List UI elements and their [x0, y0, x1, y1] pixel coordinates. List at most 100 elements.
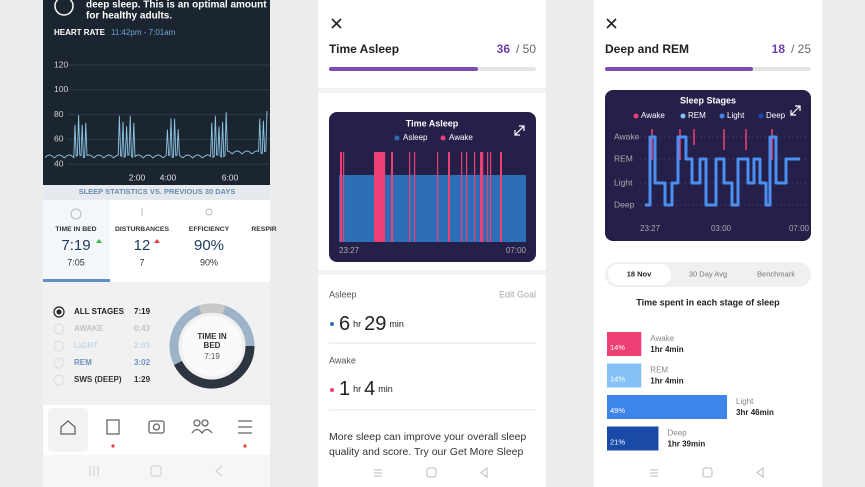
tab-selected[interactable] [608, 264, 671, 285]
stage-name: Deep [667, 429, 687, 438]
awake-stripe [474, 152, 476, 242]
stat-value: 90% [194, 237, 224, 254]
awake-stripe [487, 152, 489, 242]
stat-underline [43, 279, 110, 282]
awake-stripe [414, 152, 416, 242]
legend-label: Light [727, 111, 745, 120]
awake-dot [330, 388, 334, 392]
expand-icon[interactable] [514, 125, 525, 136]
level-label: Deep [614, 199, 635, 209]
stage-time: 1:29 [134, 375, 151, 384]
x-tick-label: 4:00 [160, 172, 177, 182]
hypnogram [645, 135, 800, 207]
time-label: 03:00 [711, 224, 732, 233]
radio-selected[interactable] [53, 306, 65, 318]
legend-label: Awake [641, 111, 665, 120]
awake-stripe [448, 152, 450, 242]
phone-2 [318, 0, 546, 487]
stat-previous: 7 [139, 257, 144, 267]
legend-dot [633, 113, 639, 119]
duration-part: 29 [364, 313, 386, 335]
badge [111, 444, 115, 448]
divider [318, 270, 546, 275]
edit-goal: Edit Goal [499, 289, 536, 299]
phone-3 [594, 0, 822, 487]
system-nav-icons [650, 467, 764, 478]
y-tick-label: 100 [54, 84, 68, 94]
close-button[interactable] [606, 18, 617, 29]
stage-time: 0:43 [134, 324, 151, 333]
logo [54, 0, 74, 16]
stage-time: 3:02 [134, 358, 151, 367]
duration-part: hr [353, 384, 361, 394]
awake-stripe [490, 152, 492, 242]
donut-title: TIME IN [197, 332, 227, 341]
intro-text: for healthy adults. [86, 11, 172, 22]
nav-home-bg[interactable] [48, 408, 88, 452]
stage-name: REM [650, 366, 668, 375]
score-max: / 25 [791, 42, 811, 56]
y-tick-label: 120 [54, 59, 68, 69]
texts: deep sleep. This is an optimal amountfor… [54, 0, 811, 458]
time-asleep-chart [339, 152, 526, 242]
awake-stripe [466, 152, 468, 242]
awake-spikes [651, 129, 773, 160]
stage-name: Awake [650, 334, 674, 343]
hr-grid [68, 64, 270, 165]
time-label: 23:27 [339, 246, 360, 255]
duration: 1 hr 4 min [339, 378, 393, 400]
legend-label: Awake [449, 133, 473, 142]
nav-icons[interactable] [60, 419, 252, 435]
time-label: 07:00 [506, 246, 527, 255]
tab: Benchmark [757, 269, 795, 278]
awake-stripe [374, 152, 384, 242]
awake-stripe [480, 152, 482, 242]
card-title: Time Asleep [406, 118, 459, 128]
expand-icon[interactable] [790, 105, 801, 116]
stat-label: DISTURBANCES [115, 226, 169, 233]
stage-time: 2:03 [134, 341, 151, 350]
time-label: 23:27 [640, 224, 661, 233]
y-tick-label: 60 [54, 134, 64, 144]
up-arrow [96, 239, 102, 243]
bar-label: 49% [610, 406, 625, 415]
badge [243, 444, 247, 448]
legend-dot [394, 135, 400, 141]
stats-header: SLEEP STATISTICS VS. PREVIOUS 30 DAYS [79, 187, 236, 196]
stage-breakdown [607, 332, 728, 451]
intro-text: deep sleep. This is an optimal amount [86, 0, 267, 11]
duration-part: min [378, 384, 393, 394]
bar-label: 14% [610, 343, 625, 352]
stage-name: REM [74, 358, 92, 367]
legend-dot [758, 113, 764, 119]
stage-time: 1hr 4min [650, 345, 683, 354]
radios[interactable] [53, 323, 65, 386]
score: 36 [497, 42, 511, 56]
close-button[interactable] [331, 18, 342, 29]
system-nav-icons [374, 467, 488, 478]
chart-card [605, 90, 811, 241]
phone-1 [43, 0, 270, 487]
awake-stripe [482, 152, 484, 242]
donut [169, 303, 255, 389]
stats-header-bg [43, 185, 270, 200]
stage-bar [607, 426, 659, 451]
score-max: / 50 [516, 42, 536, 56]
tab: 30 Day Avg [689, 269, 727, 278]
up-arrow [154, 239, 160, 243]
level-label: Awake [614, 131, 640, 141]
score: 18 [772, 42, 786, 56]
duration-part: 1 [339, 378, 350, 400]
asleep-band [339, 175, 526, 242]
metric-label: Asleep [329, 289, 357, 299]
stage-bar [607, 395, 728, 419]
time-range: 11:42pm - 7:01am [111, 28, 176, 37]
heart-rate-line [44, 110, 268, 159]
screen-title: Time Asleep [329, 42, 399, 56]
stage-time: 1hr 39min [667, 440, 705, 449]
progress-fill [329, 67, 478, 71]
stat-previous: 90% [200, 257, 218, 267]
x-tick-label: 6:00 [222, 172, 239, 182]
y-tick-label: 40 [54, 158, 64, 168]
